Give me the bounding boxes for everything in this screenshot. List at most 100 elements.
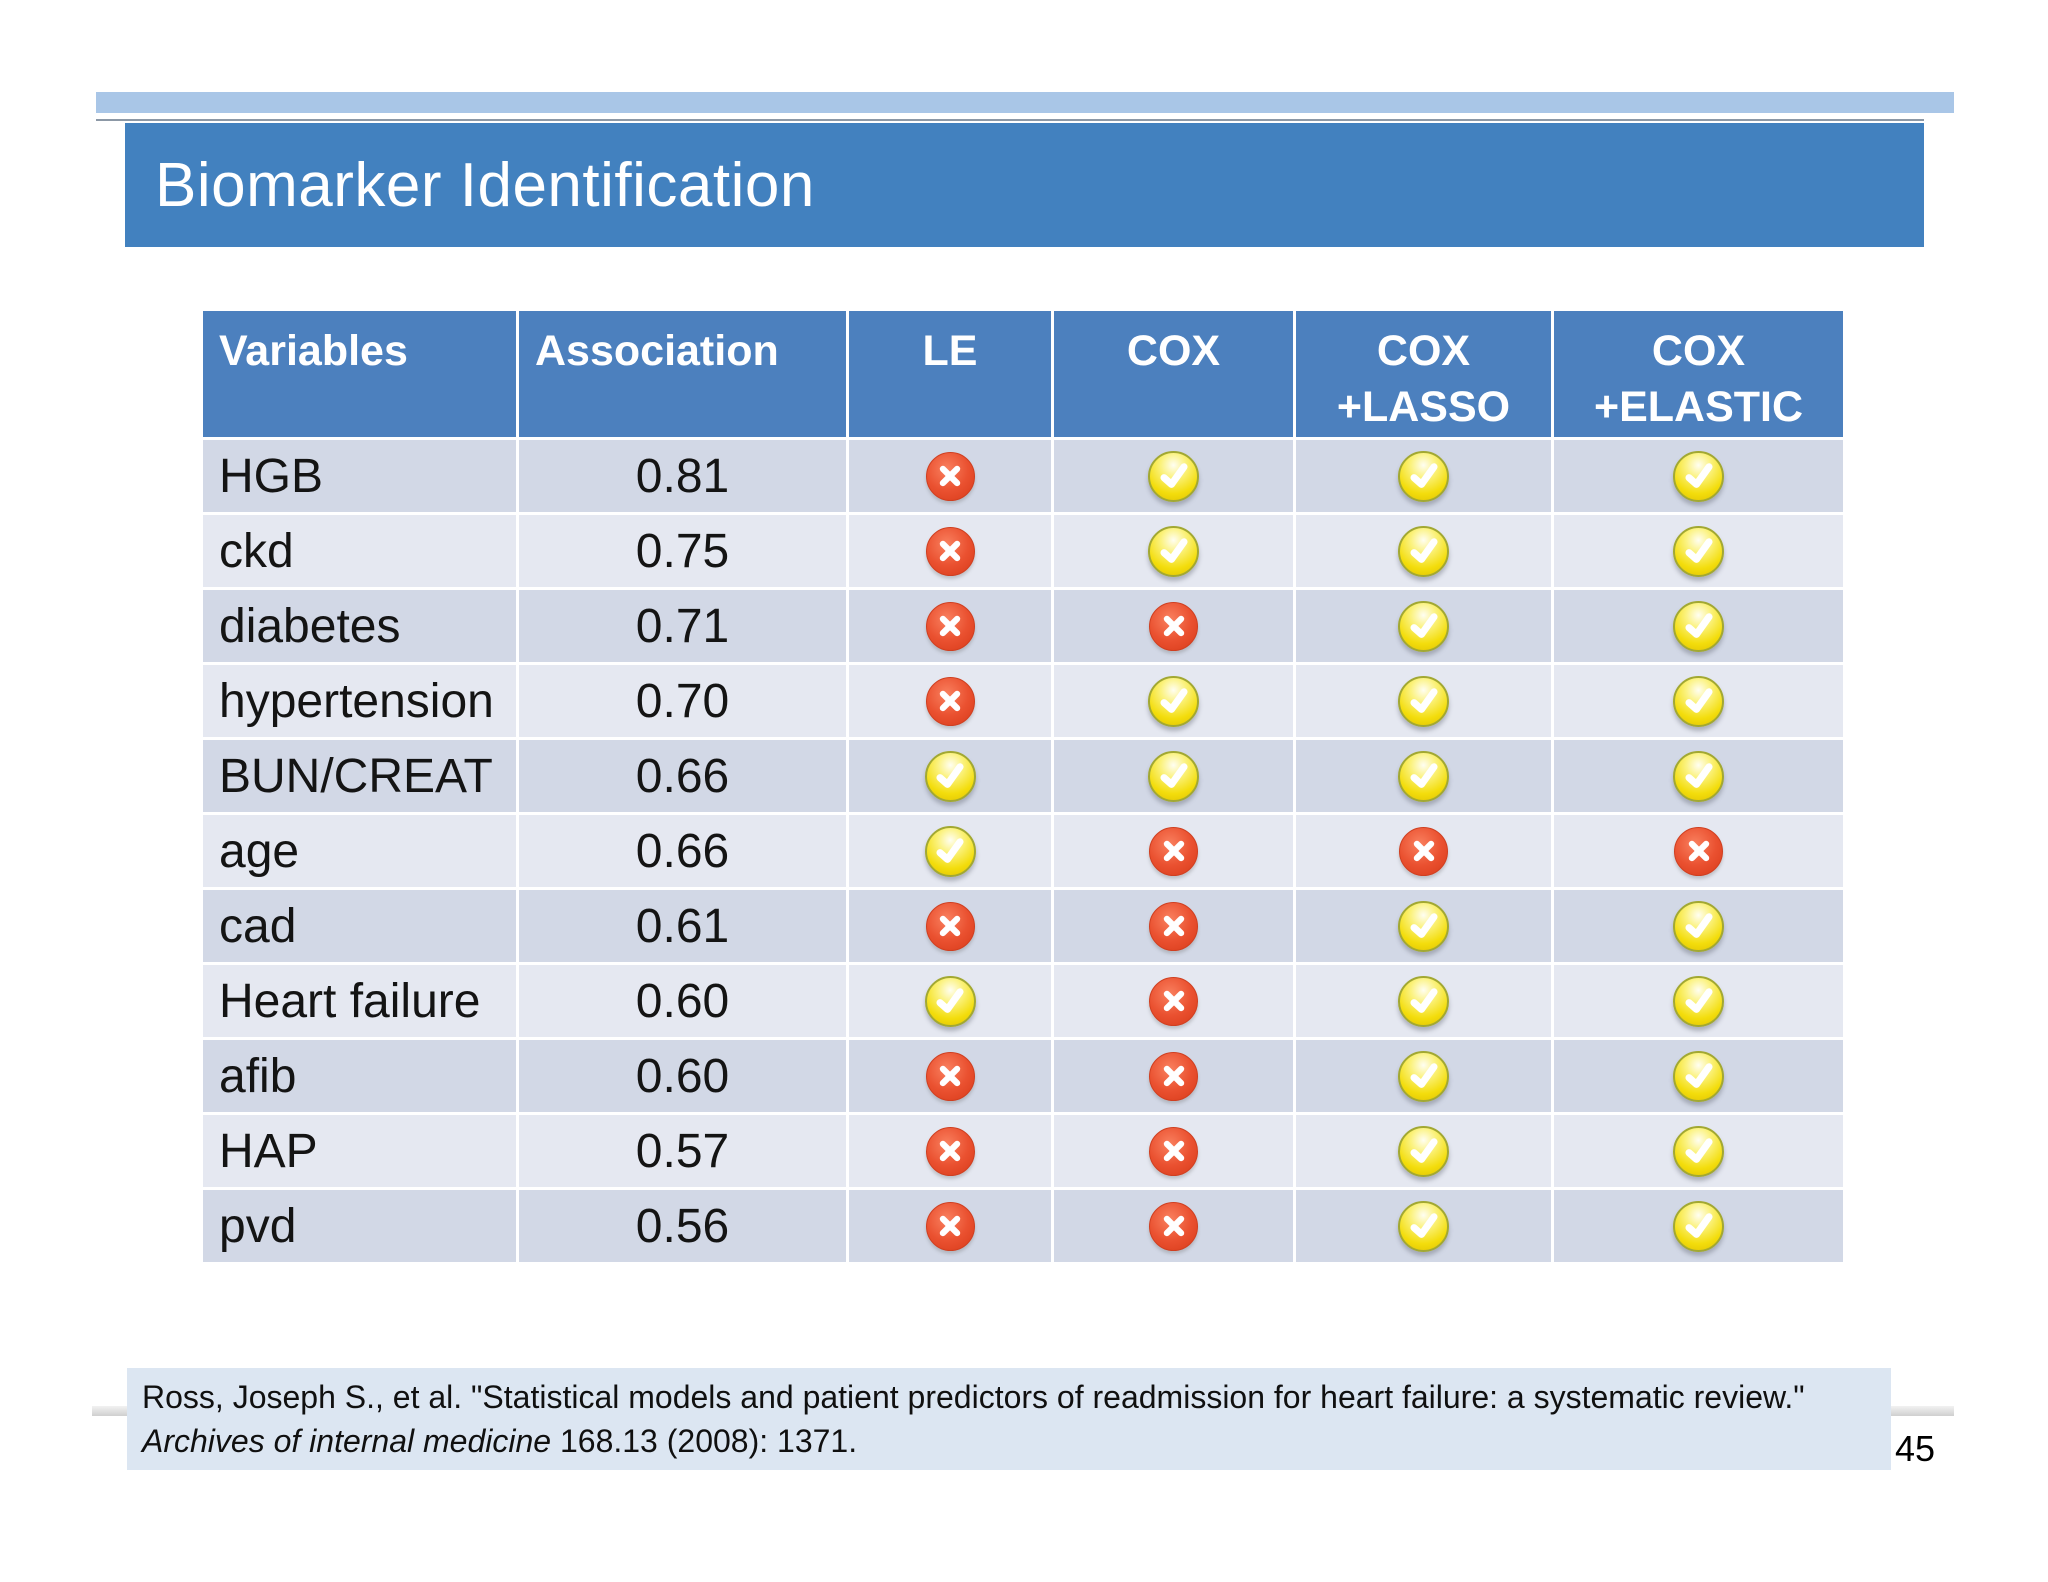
check-icon [1673, 1050, 1724, 1102]
cross-icon [1149, 976, 1198, 1026]
check-icon [1673, 1200, 1724, 1252]
check-icon [924, 750, 976, 802]
check-icon [1148, 525, 1199, 577]
table-row: afib 0.60 [200, 1037, 1846, 1115]
cross-icon [1149, 1201, 1198, 1251]
check-icon [1398, 675, 1449, 727]
title-bar: Biomarker Identification [125, 123, 1924, 247]
le-cell [846, 662, 1054, 740]
check-icon [1673, 600, 1724, 652]
le-cell [846, 1187, 1054, 1265]
cox-cell [1051, 962, 1296, 1040]
page-number: 45 [1895, 1428, 1936, 1469]
cox_lasso-cell [1293, 437, 1554, 515]
le-cell [846, 512, 1054, 590]
cox-cell [1051, 1037, 1296, 1115]
table-row: age 0.66 [200, 812, 1846, 890]
citation-part2: 168.13 (2008): 1371. [551, 1423, 858, 1459]
le-cell [846, 737, 1054, 815]
cox_elastic-cell [1551, 587, 1846, 665]
table-row: Heart failure 0.60 [200, 962, 1846, 1040]
check-icon [1673, 675, 1724, 727]
column-header-line: +LASSO [1336, 383, 1511, 431]
association-cell: 0.75 [516, 512, 849, 590]
variable-cell: age [200, 812, 519, 890]
check-icon [1673, 450, 1724, 502]
cross-icon [1149, 601, 1198, 651]
variable-cell: cad [200, 887, 519, 965]
cross-icon [925, 451, 975, 501]
cox_elastic-cell [1551, 887, 1846, 965]
table-row: hypertension 0.70 [200, 662, 1846, 740]
check-icon [1673, 900, 1724, 952]
check-icon [1398, 1125, 1449, 1177]
cross-icon [1149, 1126, 1198, 1176]
check-icon [1673, 975, 1724, 1027]
check-icon [1398, 525, 1449, 577]
check-icon [1398, 900, 1449, 952]
check-icon [924, 825, 976, 877]
cox_elastic-cell [1551, 662, 1846, 740]
citation-text: Ross, Joseph S., et al. "Statistical mod… [142, 1375, 1832, 1463]
cox_elastic-cell [1551, 1037, 1846, 1115]
check-icon [1398, 450, 1449, 502]
table-row: HAP 0.57 [200, 1112, 1846, 1190]
variable-cell: pvd [200, 1187, 519, 1265]
citation-box: Ross, Joseph S., et al. "Statistical mod… [127, 1368, 1891, 1470]
column-header-variable: Variables [200, 308, 519, 440]
variable-cell: BUN/CREAT [200, 737, 519, 815]
cross-icon [925, 1126, 975, 1176]
cox_elastic-cell [1551, 437, 1846, 515]
check-icon [1148, 450, 1199, 502]
column-header-line: LE [922, 327, 978, 375]
column-header-line: +ELASTIC [1593, 383, 1804, 431]
variable-cell: HAP [200, 1112, 519, 1190]
association-cell: 0.56 [516, 1187, 849, 1265]
cox_elastic-cell [1551, 962, 1846, 1040]
cross-icon [925, 901, 975, 951]
variable-cell: Heart failure [200, 962, 519, 1040]
cox-cell [1051, 512, 1296, 590]
cox-cell [1051, 662, 1296, 740]
association-cell: 0.81 [516, 437, 849, 515]
cross-icon [925, 1051, 975, 1101]
check-icon [1673, 750, 1724, 802]
citation-part1: Ross, Joseph S., et al. "Statistical mod… [142, 1379, 1805, 1415]
cox-cell [1051, 887, 1296, 965]
table-row: diabetes 0.71 [200, 587, 1846, 665]
cross-icon [925, 676, 975, 726]
check-icon [1398, 1200, 1449, 1252]
check-icon [1398, 750, 1449, 802]
cross-icon [1149, 1051, 1198, 1101]
cox-cell [1051, 812, 1296, 890]
association-cell: 0.70 [516, 662, 849, 740]
column-header-association: Association [516, 308, 849, 440]
cox_lasso-cell [1293, 887, 1554, 965]
association-cell: 0.60 [516, 1037, 849, 1115]
check-icon [1148, 675, 1199, 727]
table-head: Variables Association LE COX COX +LASSO COX +EL… [200, 308, 1846, 440]
le-cell [846, 887, 1054, 965]
cox_lasso-cell [1293, 1187, 1554, 1265]
variable-cell: ckd [200, 512, 519, 590]
le-cell [846, 1037, 1054, 1115]
check-icon [1398, 600, 1449, 652]
cross-icon [1149, 826, 1198, 876]
cross-icon [925, 526, 975, 576]
check-icon [924, 975, 976, 1027]
association-cell: 0.61 [516, 887, 849, 965]
check-icon [1148, 750, 1199, 802]
biomarker-table: Variables Association LE COX COX +LASSO COX +EL… [200, 308, 1846, 1265]
cox_lasso-cell [1293, 737, 1554, 815]
association-cell: 0.71 [516, 587, 849, 665]
page-title: Biomarker Identification [155, 150, 815, 220]
cox-cell [1051, 1187, 1296, 1265]
citation-journal: Archives of internal medicine [142, 1423, 552, 1459]
le-cell [846, 1112, 1054, 1190]
cross-icon [1399, 826, 1448, 876]
variable-cell: afib [200, 1037, 519, 1115]
column-header-line: Variables [219, 327, 408, 375]
table-row: ckd 0.75 [200, 512, 1846, 590]
variable-cell: HGB [200, 437, 519, 515]
